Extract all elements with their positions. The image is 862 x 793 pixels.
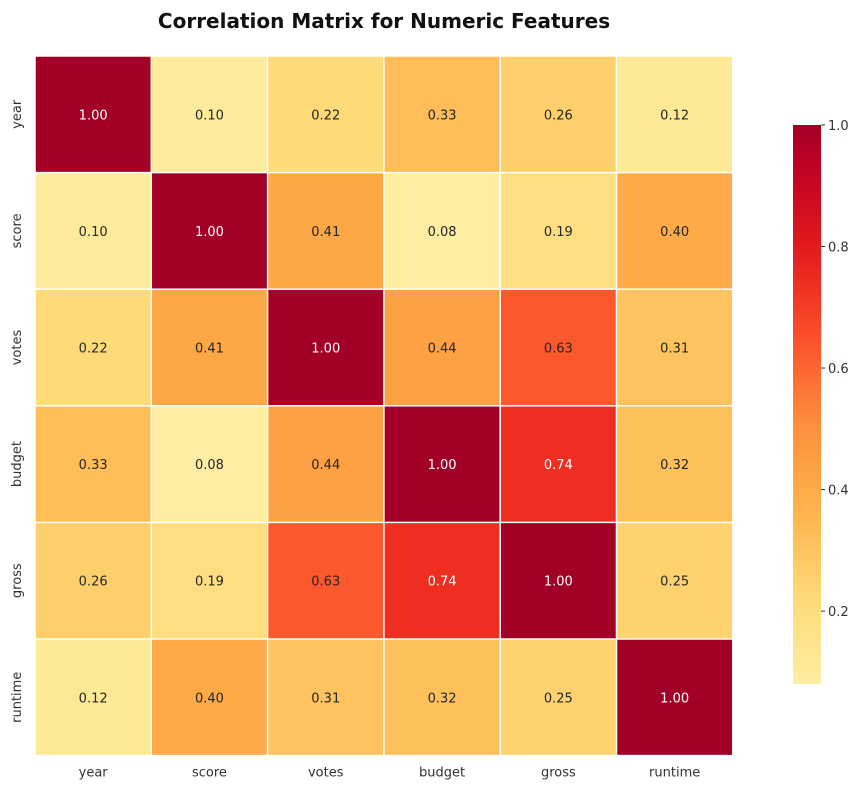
cell-value-label: 0.32 [660,458,689,473]
heatmap-cell [268,523,384,639]
cell-value-label: 0.25 [544,691,573,706]
cell-value-label: 0.74 [428,575,457,590]
heatmap-cell [35,406,151,522]
x-tick-label: votes [308,766,344,781]
heatmap-cell [35,56,151,172]
chart-title: Correlation Matrix for Numeric Features [158,9,610,33]
cell-value-label: 1.00 [195,225,224,240]
cell-value-label: 0.26 [79,575,108,590]
heatmap-cell [384,56,500,172]
heatmap-cell [152,289,267,406]
x-tick-label: score [192,766,227,781]
cell-value-label: 0.26 [544,108,573,123]
cell-value-label: 0.31 [660,342,689,357]
heatmap-cell [500,406,616,522]
colorbar-tick-label: 0.6 [828,362,849,377]
heatmap-cell [35,173,151,289]
cell-value-label: 0.41 [311,225,340,240]
heatmap-cell [268,639,384,755]
heatmap-cell [384,406,500,522]
y-axis-tick-labels: year score votes budget gross runtime [10,99,25,723]
cell-value-label: 0.40 [195,691,224,706]
cell-value-label: 0.33 [79,458,108,473]
colorbar-tick-label: 0.2 [828,605,849,620]
cell-value-label: 0.63 [544,342,573,357]
y-tick-label: runtime [10,672,25,723]
heatmap-cell [500,639,616,755]
heatmap-cell [617,173,733,289]
cell-value-label: 0.12 [79,691,108,706]
heatmap-cell [500,56,616,172]
heatmap-cell [500,289,616,406]
heatmap-cell [617,639,733,755]
cell-value-label: 0.44 [428,342,457,357]
heatmap-cell [268,173,384,289]
cell-value-label: 0.10 [195,108,224,123]
heatmap-cell [617,56,733,172]
x-tick-label: budget [419,766,465,781]
cell-value-label: 0.08 [428,225,457,240]
cell-value-label: 1.00 [79,108,108,123]
cell-value-label: 1.00 [660,691,689,706]
colorbar-tick-label: 0.4 [828,484,849,499]
heatmap-cell [152,406,267,522]
y-tick-label: gross [10,563,25,598]
cell-value-label: 0.40 [660,225,689,240]
heatmap-cell [268,289,384,406]
cell-value-label: 0.41 [195,342,224,357]
cell-value-label: 0.44 [311,458,340,473]
heatmap-cells: 1.00 0.10 0.22 0.33 0.26 0.12 0.10 1.00 0.41 0.08… [35,56,733,755]
x-axis-tick-labels: year score votes budget gross runtime [79,766,701,781]
cell-value-label: 0.19 [195,575,224,590]
heatmap-cell [500,173,616,289]
y-tick-label: year [10,99,25,129]
heatmap-cell [384,639,500,755]
cell-value-label: 0.22 [311,108,340,123]
heatmap-cell [617,289,733,406]
colorbar: 0.2 0.4 0.6 0.8 1.0 [793,119,849,684]
heatmap-cell [35,523,151,639]
colorbar-tick-label: 0.8 [828,241,849,256]
cell-value-label: 0.10 [79,225,108,240]
heatmap-cell [152,639,267,755]
cell-value-label: 0.22 [79,342,108,357]
x-tick-label: year [79,766,109,781]
heatmap-cell [384,289,500,406]
heatmap-cell [268,56,384,172]
cell-value-label: 0.31 [311,691,340,706]
heatmap-cell [500,523,616,639]
heatmap-cell [152,173,267,289]
cell-value-label: 1.00 [428,458,457,473]
heatmap-cell [617,406,733,522]
cell-value-label: 0.74 [544,458,573,473]
y-tick-label: budget [10,441,25,487]
heatmap-cell [152,523,267,639]
cell-value-label: 1.00 [311,342,340,357]
heatmap-cell [152,56,267,172]
cell-value-label: 0.63 [311,575,340,590]
heatmap-cell [384,523,500,639]
cell-value-label: 0.32 [428,691,457,706]
heatmap-cell [384,173,500,289]
colorbar-tick-label: 1.0 [828,119,849,134]
y-tick-label: score [10,213,25,248]
cell-value-label: 0.25 [660,575,689,590]
heatmap-cell [268,406,384,522]
cell-value-label: 0.08 [195,458,224,473]
y-tick-label: votes [10,330,25,366]
cell-value-label: 1.00 [544,575,573,590]
x-tick-label: runtime [649,766,700,781]
heatmap-cell [35,639,151,755]
colorbar-gradient [793,125,821,684]
cell-value-label: 0.33 [428,108,457,123]
cell-value-label: 0.19 [544,225,573,240]
x-tick-label: gross [541,766,576,781]
cell-value-label: 0.12 [660,108,689,123]
heatmap-cell [617,523,733,639]
heatmap-cell [35,289,151,406]
